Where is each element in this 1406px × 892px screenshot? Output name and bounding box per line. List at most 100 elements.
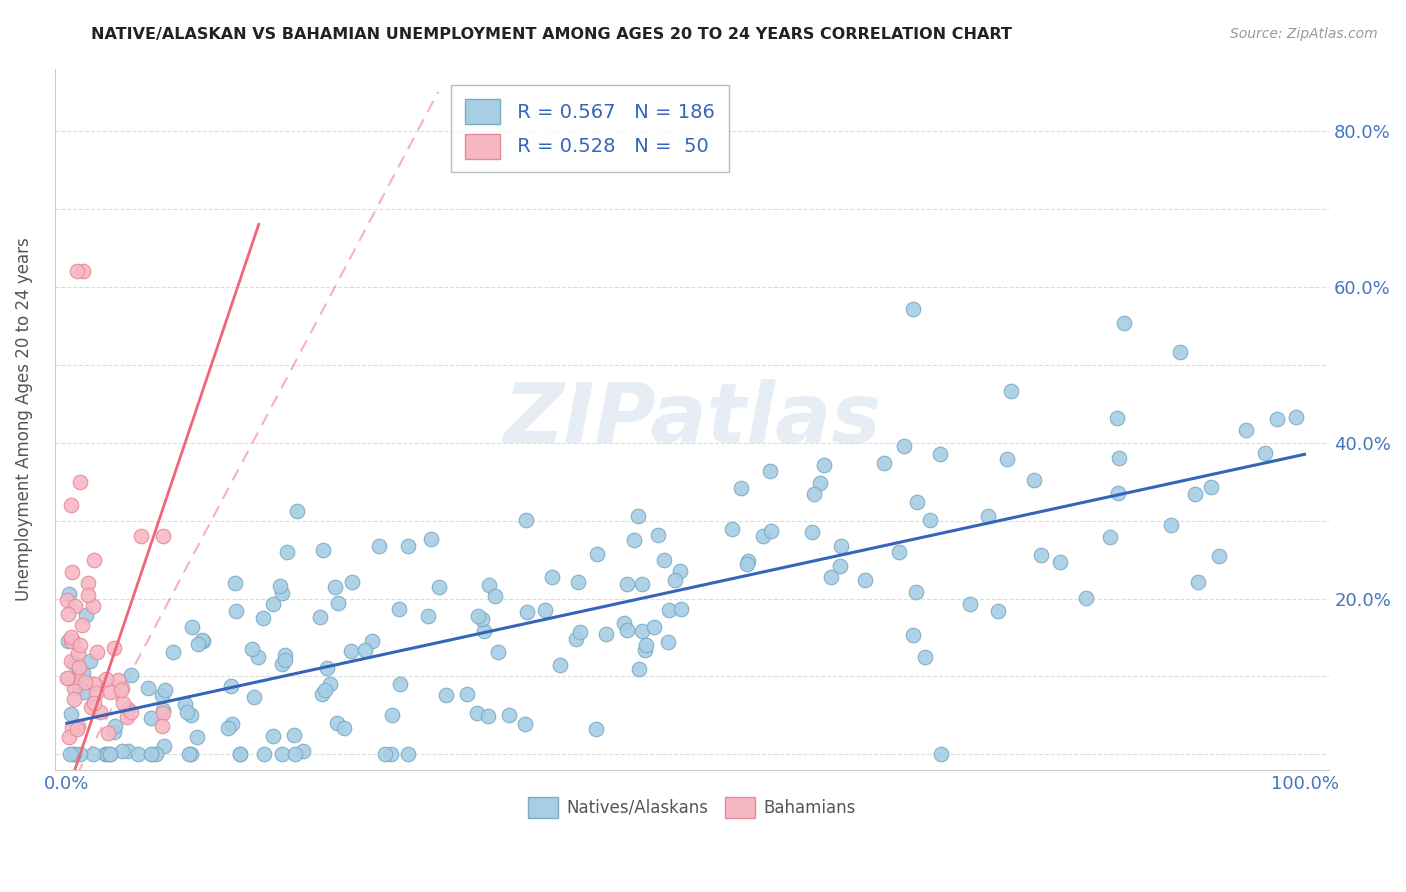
Point bbox=[893, 438, 915, 452]
Point bbox=[228, 747, 250, 762]
Point bbox=[69, 475, 91, 489]
Point bbox=[86, 645, 108, 659]
Point bbox=[1112, 316, 1135, 330]
Point bbox=[70, 618, 93, 632]
Point bbox=[830, 539, 852, 553]
Point bbox=[516, 606, 538, 620]
Point bbox=[219, 679, 242, 693]
Point bbox=[62, 634, 84, 648]
Point bbox=[262, 730, 284, 744]
Point bbox=[323, 580, 346, 594]
Point bbox=[104, 719, 127, 733]
Point bbox=[56, 633, 79, 648]
Point bbox=[720, 522, 742, 536]
Point bbox=[873, 456, 896, 470]
Point bbox=[270, 585, 292, 599]
Point bbox=[153, 739, 176, 753]
Point bbox=[623, 533, 645, 548]
Point bbox=[60, 631, 83, 645]
Point bbox=[636, 638, 658, 652]
Point bbox=[77, 576, 100, 591]
Point bbox=[225, 604, 247, 618]
Point bbox=[1049, 555, 1071, 569]
Point bbox=[94, 747, 117, 762]
Point bbox=[1031, 548, 1053, 562]
Point bbox=[484, 589, 506, 603]
Point bbox=[103, 640, 125, 655]
Point bbox=[987, 604, 1010, 618]
Point bbox=[276, 545, 298, 559]
Point bbox=[477, 708, 499, 723]
Point bbox=[269, 579, 291, 593]
Point bbox=[274, 648, 297, 662]
Point bbox=[141, 747, 163, 762]
Text: NATIVE/ALASKAN VS BAHAMIAN UNEMPLOYMENT AMONG AGES 20 TO 24 YEARS CORRELATION CH: NATIVE/ALASKAN VS BAHAMIAN UNEMPLOYMENT … bbox=[91, 27, 1012, 42]
Point bbox=[657, 635, 679, 649]
Point bbox=[80, 699, 103, 714]
Y-axis label: Unemployment Among Ages 20 to 24 years: Unemployment Among Ages 20 to 24 years bbox=[15, 237, 32, 601]
Point bbox=[1184, 487, 1206, 501]
Point bbox=[751, 529, 773, 543]
Point bbox=[328, 596, 350, 610]
Point bbox=[1107, 485, 1129, 500]
Point bbox=[541, 570, 564, 584]
Point bbox=[914, 649, 936, 664]
Point bbox=[65, 670, 87, 684]
Point bbox=[585, 547, 607, 561]
Point bbox=[995, 452, 1018, 467]
Point bbox=[111, 681, 134, 696]
Point bbox=[120, 668, 142, 682]
Point bbox=[669, 601, 692, 615]
Point bbox=[191, 632, 214, 647]
Point bbox=[98, 747, 121, 762]
Point bbox=[152, 688, 174, 702]
Point bbox=[271, 657, 294, 671]
Point bbox=[1108, 450, 1130, 465]
Point bbox=[427, 580, 450, 594]
Point bbox=[887, 545, 910, 559]
Point bbox=[193, 633, 215, 648]
Point bbox=[419, 532, 441, 546]
Point bbox=[616, 623, 638, 637]
Point bbox=[66, 718, 89, 732]
Point bbox=[959, 597, 981, 611]
Point bbox=[920, 513, 942, 527]
Point bbox=[63, 681, 86, 695]
Point bbox=[567, 575, 589, 590]
Point bbox=[58, 730, 80, 744]
Point bbox=[96, 747, 118, 762]
Point bbox=[98, 747, 121, 762]
Point bbox=[1199, 480, 1222, 494]
Point bbox=[176, 705, 198, 719]
Point bbox=[229, 747, 252, 762]
Point bbox=[737, 554, 759, 568]
Point bbox=[253, 747, 276, 762]
Point bbox=[1187, 575, 1209, 590]
Point bbox=[103, 725, 125, 739]
Point bbox=[631, 577, 654, 591]
Point bbox=[240, 641, 263, 656]
Point bbox=[69, 747, 91, 762]
Point bbox=[380, 747, 402, 762]
Point bbox=[647, 528, 669, 542]
Point bbox=[314, 682, 336, 697]
Point bbox=[515, 513, 537, 527]
Point bbox=[56, 607, 79, 621]
Point bbox=[292, 744, 315, 758]
Point bbox=[418, 608, 440, 623]
Point bbox=[634, 642, 657, 657]
Point bbox=[472, 624, 495, 638]
Point bbox=[515, 717, 537, 731]
Point bbox=[187, 637, 209, 651]
Point bbox=[67, 646, 90, 660]
Point bbox=[56, 592, 79, 607]
Point bbox=[652, 553, 675, 567]
Legend: Natives/Alaskans, Bahamians: Natives/Alaskans, Bahamians bbox=[522, 790, 862, 825]
Point bbox=[83, 696, 105, 710]
Point bbox=[1284, 409, 1306, 424]
Point bbox=[325, 715, 347, 730]
Point bbox=[246, 649, 269, 664]
Point bbox=[1107, 411, 1129, 425]
Point bbox=[62, 565, 84, 579]
Text: ZIPatlas: ZIPatlas bbox=[503, 379, 880, 459]
